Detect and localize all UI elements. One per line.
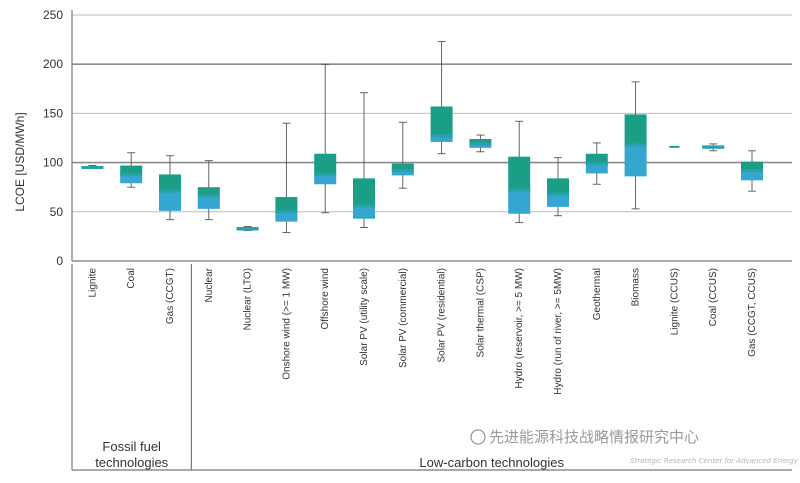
box-lower [197,196,220,209]
watermark-text: 先进能源科技战略情报研究中心 [489,428,699,446]
box-14 [585,142,608,185]
category-label: Nuclear (LTO) [243,268,254,330]
group-label: technologies [95,455,168,470]
watermark: 先进能源科技战略情报研究中心 Strategic Research Center… [470,428,800,465]
box-upper [547,178,569,195]
box-upper [624,114,647,145]
box-13 [547,157,569,217]
category-label: Lignite [87,268,98,298]
category-label: Hydro (run of river, >= 5MW) [553,268,564,395]
box-lower [120,174,143,184]
box-7 [314,63,337,214]
box-lower [585,163,608,174]
category-label: Solar thermal (CSP) [475,268,486,357]
axes: LCOE [USD/MWh] [13,10,792,262]
box-8 [353,92,375,228]
category-label: Nuclear [204,267,215,302]
box-10 [430,41,453,155]
box-upper [353,178,375,206]
category-label: Biomass [631,268,642,306]
category-labels: Lignite Coal Gas (CCGT) Nuclear Nuclear (LTO… [87,267,758,394]
box-upper [508,156,531,191]
box-upper [391,163,414,171]
box-4 [197,160,220,221]
category-label: Solar PV (residential) [437,268,448,362]
box-12 [508,120,531,224]
group-label: Low-carbon technologies [419,455,564,470]
box-upper [430,106,453,137]
category-label: Gas (CCGT) [165,268,176,324]
box-6 [275,122,298,233]
box-upper [314,153,337,175]
box-lower [353,205,375,219]
category-label: Solar PV (utility scale) [359,268,370,366]
box-2 [120,152,143,188]
box-11 [469,134,492,153]
box-lower [624,144,647,177]
wechat-icon [470,429,486,445]
box-9 [391,121,414,189]
y-tick-label: 100 [43,156,63,170]
category-label: Coal [126,268,137,289]
box-lower [547,194,569,207]
box-upper [585,153,608,164]
box-15 [624,81,647,210]
box-upper [120,165,143,175]
box-lower [469,143,492,148]
boxes [81,41,763,233]
y-tick-label: 50 [50,205,64,219]
box-1 [81,165,104,170]
category-label: Lignite (CCUS) [669,268,680,335]
category-label: Hydro (reservoir, >= 5 MW) [514,268,525,389]
box-lower [741,170,763,181]
y-tick-label: 0 [56,254,63,268]
box-upper [275,197,298,212]
box-lower [391,170,414,176]
gridlines: 0 50 100 150 200 250 [43,8,792,268]
box-lower [508,190,531,214]
watermark-subtext: Strategic Research Center for Advanced E… [630,457,800,465]
box-lower [159,191,181,211]
category-label: Onshore wind (>= 1 MW) [281,268,292,380]
category-label: Coal (CCUS) [708,268,719,326]
category-label: Geothermal [592,268,603,320]
box-upper [741,161,763,171]
box-3 [159,155,181,221]
box-upper [159,174,181,192]
box-lower [430,136,453,142]
y-tick-label: 200 [43,57,63,71]
y-tick-label: 150 [43,106,63,120]
box-lower [314,174,337,185]
y-axis-label: LCOE [USD/MWh] [13,112,27,211]
category-label: Solar PV (commercial) [398,268,409,368]
box-17 [702,143,725,152]
box-lower [275,211,298,222]
box-5 [236,226,259,231]
box-upper [469,138,492,144]
y-tick-label: 250 [43,8,63,22]
box-upper [197,187,220,197]
group-label: Fossil fuel [102,439,161,454]
category-label: Gas (CCGT, CCUS) [747,268,758,357]
box-18 [741,150,763,192]
category-label: Offshore wind [320,268,331,330]
